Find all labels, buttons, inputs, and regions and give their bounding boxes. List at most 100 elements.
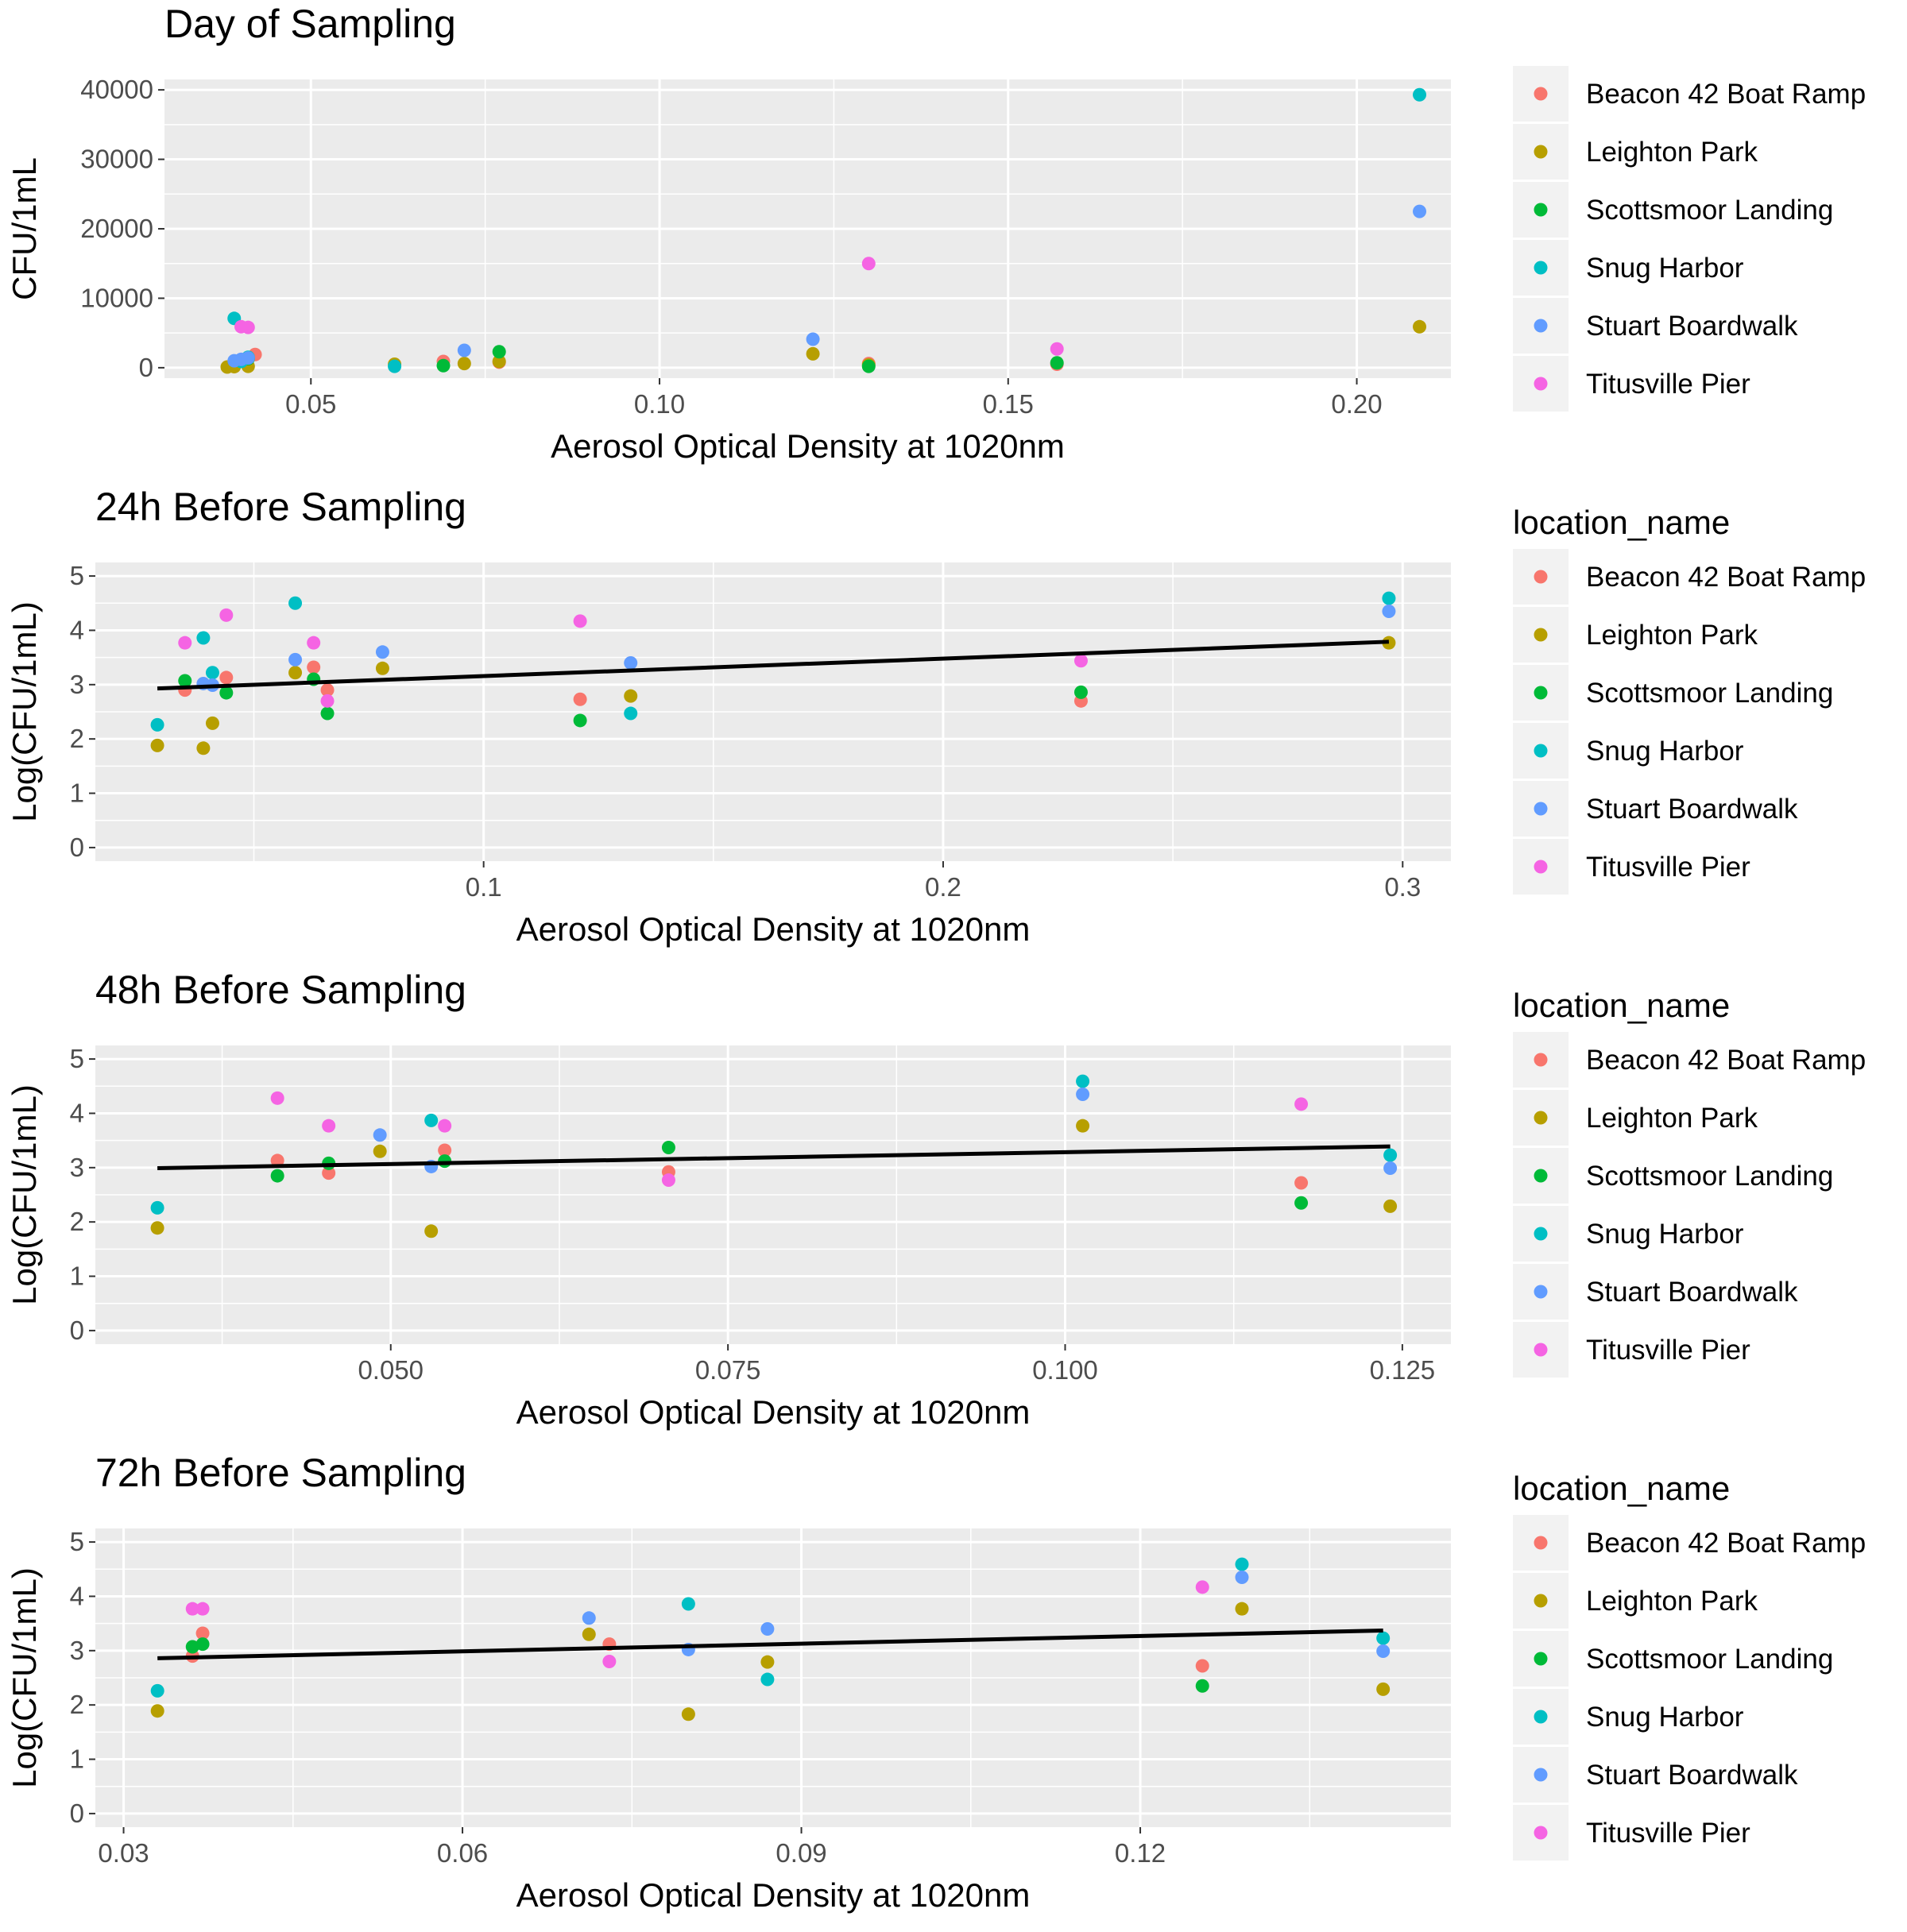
x-tick-label: 0.2 xyxy=(925,872,961,902)
point-stuart-boardwalk xyxy=(760,1621,775,1636)
trend-line xyxy=(157,1629,1383,1660)
legend-label: Snug Harbor xyxy=(1586,736,1744,767)
point-leighton-park xyxy=(1383,1199,1398,1213)
legend-label: Titusville Pier xyxy=(1586,369,1750,400)
point-scottsmoor-landing xyxy=(219,686,234,700)
legend-label: Beacon 42 Boat Ramp xyxy=(1586,1528,1866,1559)
point-stuart-boardwalk xyxy=(1076,1088,1090,1102)
point-beacon-42-boat-ramp xyxy=(219,670,234,685)
point-stuart-boardwalk xyxy=(624,655,638,670)
point-stuart-boardwalk xyxy=(373,1128,387,1142)
point-leighton-park xyxy=(1235,1602,1249,1616)
point-leighton-park xyxy=(760,1655,775,1669)
y-tick-label: 3 xyxy=(70,670,84,699)
legend-label: Leighton Park xyxy=(1586,137,1758,168)
point-titusville-pier xyxy=(438,1119,452,1133)
chart-title: 72h Before Sampling xyxy=(95,1451,466,1495)
point-snug-harbor xyxy=(388,359,402,373)
legend-swatch-snug-harbor xyxy=(1534,1710,1548,1724)
point-leighton-park xyxy=(624,689,638,703)
point-scottsmoor-landing xyxy=(661,1141,675,1155)
chart-title: 48h Before Sampling xyxy=(95,968,466,1012)
point-leighton-park xyxy=(1076,1119,1090,1133)
y-tick-label: 10000 xyxy=(80,283,153,312)
x-tick-label: 0.20 xyxy=(1331,389,1382,419)
point-stuart-boardwalk xyxy=(241,351,255,365)
point-stuart-boardwalk xyxy=(806,332,820,346)
legend-swatch-beacon-42-boat-ramp xyxy=(1534,570,1548,584)
legend-swatch-stuart-boardwalk xyxy=(1534,1768,1548,1782)
trend-line xyxy=(157,1144,1391,1171)
point-beacon-42-boat-ramp xyxy=(307,660,321,674)
legend-title: location_name xyxy=(1513,1470,1730,1507)
legend-swatch-beacon-42-boat-ramp xyxy=(1534,1536,1548,1550)
legend-label: Snug Harbor xyxy=(1586,1702,1744,1733)
point-leighton-park xyxy=(681,1707,695,1721)
point-scottsmoor-landing xyxy=(1073,685,1088,699)
point-leighton-park xyxy=(375,661,389,675)
legend-swatch-beacon-42-boat-ramp xyxy=(1534,1053,1548,1067)
point-leighton-park xyxy=(1376,1682,1391,1696)
panel-72h-before-sampling: 0.03 0.06 0.09 0.12 0 1 2 3 4 5 72h Before Samplin… xyxy=(0,1449,1907,1932)
y-tick-label: 20000 xyxy=(80,214,153,243)
legend-swatch-snug-harbor xyxy=(1534,744,1548,758)
point-leighton-park xyxy=(457,357,471,371)
point-stuart-boardwalk xyxy=(1382,605,1396,619)
point-leighton-park xyxy=(205,716,219,730)
point-scottsmoor-landing xyxy=(1195,1679,1209,1693)
point-titusville-pier xyxy=(185,1602,199,1616)
panel-48h-before-sampling: 0.050 0.075 0.100 0.125 0 1 2 3 4 5 48h Before Sam… xyxy=(0,966,1907,1449)
legend-swatch-leighton-park xyxy=(1534,1594,1548,1608)
point-titusville-pier xyxy=(195,1602,210,1616)
point-stuart-boardwalk xyxy=(288,652,303,667)
point-snug-harbor xyxy=(1382,591,1396,605)
y-tick-label: 40000 xyxy=(80,75,153,104)
x-axis-label: Aerosol Optical Density at 1020nm xyxy=(516,1393,1031,1431)
legend-swatch-leighton-park xyxy=(1534,628,1548,642)
legend-label: Scottsmoor Landing xyxy=(1586,678,1833,709)
point-beacon-42-boat-ramp xyxy=(320,683,335,697)
y-tick-label: 0 xyxy=(70,1316,84,1345)
y-tick-label: 4 xyxy=(70,615,84,644)
point-scottsmoor-landing xyxy=(492,345,506,359)
point-leighton-park xyxy=(492,354,506,369)
point-snug-harbor xyxy=(1413,87,1427,102)
point-stuart-boardwalk xyxy=(457,343,471,357)
legend-label: Stuart Boardwalk xyxy=(1586,1277,1798,1308)
legend-label: Beacon 42 Boat Ramp xyxy=(1586,1045,1866,1076)
x-axis-label: Aerosol Optical Density at 1020nm xyxy=(516,910,1031,948)
chart-day-of-sampling: 0.05 0.10 0.15 0.20 0 10000 20000 30000 40000 Day… xyxy=(6,2,1866,465)
point-beacon-42-boat-ramp xyxy=(1195,1659,1209,1673)
point-titusville-pier xyxy=(1195,1580,1209,1594)
legend-label: Stuart Boardwalk xyxy=(1586,794,1798,825)
point-scottsmoor-landing xyxy=(436,358,451,373)
point-stuart-boardwalk xyxy=(1235,1571,1249,1585)
legend-swatch-scottsmoor-landing xyxy=(1534,203,1548,217)
y-tick-label: 3 xyxy=(70,1153,84,1182)
x-tick-label: 0.075 xyxy=(695,1355,761,1385)
point-beacon-42-boat-ramp xyxy=(1294,1176,1309,1190)
x-tick-label: 0.100 xyxy=(1032,1355,1098,1385)
point-stuart-boardwalk xyxy=(375,645,389,659)
point-scottsmoor-landing xyxy=(1294,1196,1309,1210)
legend-title: location_name xyxy=(1513,987,1730,1024)
y-tick-label: 0 xyxy=(70,1799,84,1828)
y-tick-label: 0 xyxy=(139,353,153,382)
point-titusville-pier xyxy=(307,636,321,650)
x-tick-label: 0.10 xyxy=(634,389,685,419)
legend-label: Leighton Park xyxy=(1586,1586,1758,1617)
point-titusville-pier xyxy=(178,636,192,650)
point-beacon-42-boat-ramp xyxy=(270,1153,284,1168)
legend-swatch-snug-harbor xyxy=(1534,261,1548,275)
chart-24h-before-sampling: 0.1 0.2 0.3 0 1 2 3 4 5 24h Before Sampling Aeroso… xyxy=(6,485,1866,948)
y-tick-label: 1 xyxy=(70,1262,84,1291)
point-titusville-pier xyxy=(241,320,255,334)
y-tick-label: 2 xyxy=(70,724,84,753)
legend-label: Stuart Boardwalk xyxy=(1586,311,1798,342)
point-titusville-pier xyxy=(322,1119,336,1133)
y-tick-label: 3 xyxy=(70,1636,84,1665)
point-leighton-park xyxy=(150,738,164,752)
y-axis-label: Log(CFU/1mL) xyxy=(6,1567,43,1788)
legend-label: Scottsmoor Landing xyxy=(1586,1161,1833,1192)
point-snug-harbor xyxy=(288,596,303,610)
